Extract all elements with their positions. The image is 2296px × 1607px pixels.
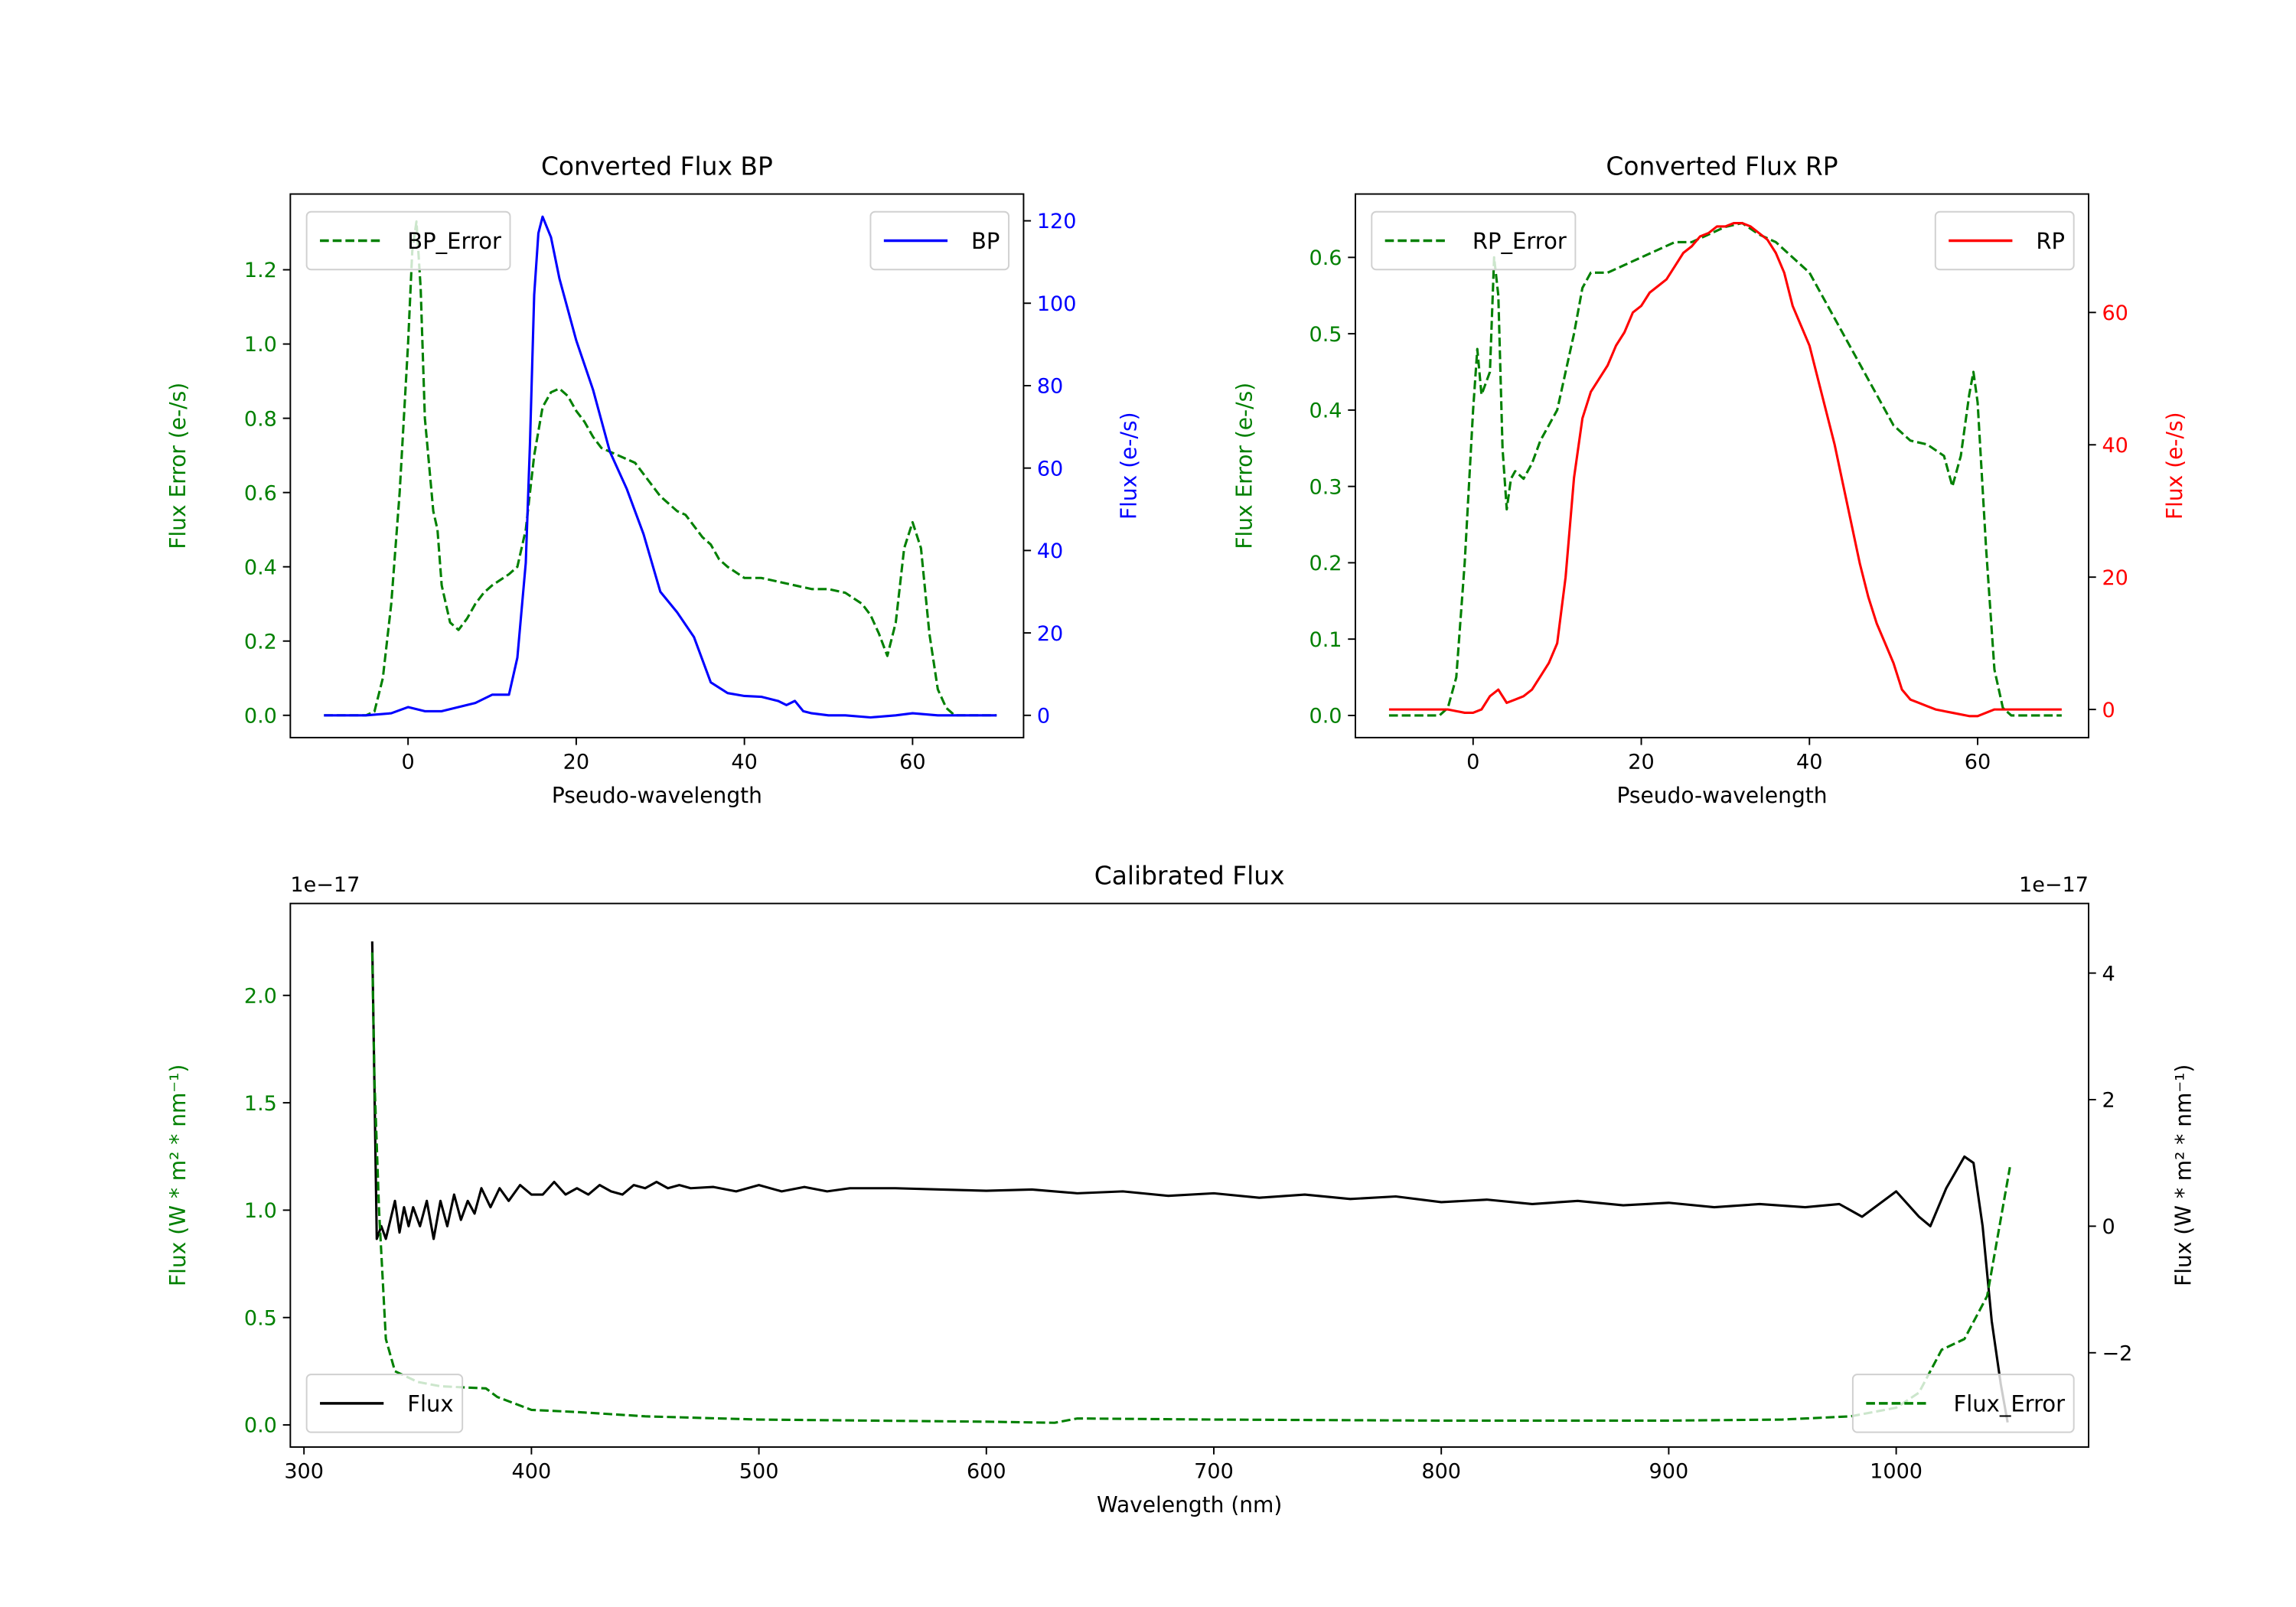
y-left-tick-label: 0.5 <box>1309 323 1342 347</box>
x-axis-label: Pseudo-wavelength <box>552 783 762 808</box>
y-right-tick-label: −2 <box>2102 1341 2132 1365</box>
y-right-tick-label: 0 <box>2102 1215 2115 1239</box>
y-left-tick-label: 0.2 <box>244 630 277 654</box>
y-right-tick-label: 40 <box>2102 434 2128 458</box>
y-left-tick-label: 0.0 <box>244 704 277 728</box>
series-line-bp <box>324 215 997 719</box>
x-tick-label: 900 <box>1649 1460 1689 1484</box>
x-tick-label: 800 <box>1421 1460 1461 1484</box>
y-right-axis-label: Flux (e-/s) <box>2162 412 2187 520</box>
y-left-tick-label: 0.0 <box>244 1414 277 1438</box>
y-right-tick-label: 100 <box>1037 292 1077 316</box>
chart-title: Converted Flux BP <box>541 151 773 181</box>
y-left-tick-label: 0.2 <box>1309 552 1342 575</box>
legend-bp: BP <box>869 210 1010 271</box>
chart-title: Calibrated Flux <box>1094 860 1285 890</box>
x-tick-label: 40 <box>1796 751 1822 774</box>
legend-flux-error: Flux_Error <box>1851 1374 2075 1433</box>
y-right-tick-label: 60 <box>1037 457 1063 481</box>
y-left-tick-label: 0.5 <box>244 1306 277 1330</box>
legend-label: Flux_Error <box>1954 1391 2066 1417</box>
y-left-tick-label: 0.8 <box>244 407 277 431</box>
y-left-tick-label: 0.0 <box>1309 705 1342 729</box>
legend-label: RP <box>2036 228 2065 254</box>
y-right-tick-label: 0 <box>1037 704 1050 728</box>
y-left-offset-label: 1e−17 <box>290 873 360 897</box>
x-tick-label: 300 <box>284 1460 324 1484</box>
y-right-tick-label: 80 <box>1037 375 1063 399</box>
y-left-tick-label: 1.2 <box>244 259 277 282</box>
y-left-tick-label: 0.1 <box>1309 628 1342 652</box>
y-left-tick-label: 1.0 <box>244 1199 277 1223</box>
legend-label: BP_Error <box>407 228 501 254</box>
legend-box <box>305 210 511 271</box>
axes-frame <box>1355 193 2089 738</box>
y-right-offset-label: 1e−17 <box>2019 873 2089 897</box>
legend-rp-error: RP_Error <box>1371 210 1577 271</box>
y-left-tick-label: 2.0 <box>244 984 277 1008</box>
x-tick-label: 1000 <box>1870 1460 1923 1484</box>
legend-rp: RP <box>1934 210 2075 271</box>
y-left-tick-label: 0.6 <box>1309 246 1342 270</box>
y-left-tick-label: 0.4 <box>244 556 277 579</box>
legend-bp-error: BP_Error <box>305 210 511 271</box>
y-right-axis-label: Flux (e-/s) <box>1117 412 1142 520</box>
x-tick-label: 40 <box>731 751 757 774</box>
legend-box <box>1851 1374 2075 1433</box>
axes-frame <box>289 902 2089 1448</box>
y-right-tick-label: 120 <box>1037 210 1077 233</box>
legend-box <box>1371 210 1577 271</box>
y-right-tick-label: 0 <box>2102 699 2115 722</box>
legend-flux: Flux <box>305 1374 464 1433</box>
y-left-tick-label: 0.6 <box>244 481 277 505</box>
y-right-axis-label: Flux (W * m² * nm⁻¹) <box>2171 1064 2197 1286</box>
series-line-rp <box>1388 222 2062 718</box>
y-right-tick-label: 40 <box>1037 539 1063 563</box>
x-tick-label: 700 <box>1194 1460 1234 1484</box>
x-tick-label: 20 <box>563 751 589 774</box>
y-left-tick-label: 1.5 <box>244 1092 277 1116</box>
y-left-axis-label: Flux (W * m² * nm⁻¹) <box>165 1064 191 1286</box>
y-right-tick-label: 2 <box>2102 1089 2115 1113</box>
x-tick-label: 0 <box>402 751 415 774</box>
y-left-tick-label: 0.3 <box>1309 475 1342 499</box>
y-left-axis-label: Flux Error (e-/s) <box>165 383 191 549</box>
x-tick-label: 0 <box>1466 751 1479 774</box>
y-right-tick-label: 4 <box>2102 962 2115 986</box>
x-tick-label: 60 <box>1965 751 1991 774</box>
y-right-tick-label: 20 <box>1037 622 1063 646</box>
x-tick-label: 60 <box>899 751 925 774</box>
legend-label: Flux <box>407 1391 453 1417</box>
series-line-rp-error <box>1388 221 2062 717</box>
legend-label: RP_Error <box>1473 228 1567 254</box>
chart-0: 0 20 40 60 0.0 0.2 0.4 0.6 0.8 1.0 1.2 0 20 40 60 80 100… <box>165 151 1142 808</box>
chart-1: 0 20 40 60 0.0 0.1 0.2 0.3 0.4 0.5 0.6 0 20 40 60 Conve… <box>1231 151 2187 808</box>
chart-title: Converted Flux RP <box>1606 151 1838 181</box>
y-left-tick-label: 1.0 <box>244 333 277 357</box>
chart-2: 300 400 500 600 700 800 900 1000 0.0 0.5 1.0 1.5 2.0… <box>165 860 2197 1517</box>
series-line-bp-error <box>324 220 997 717</box>
y-right-tick-label: 20 <box>2102 566 2128 590</box>
series-line-flux-error <box>370 952 2011 1424</box>
y-left-tick-label: 0.4 <box>1309 399 1342 423</box>
y-left-axis-label: Flux Error (e-/s) <box>1231 383 1257 549</box>
x-tick-label: 400 <box>512 1460 552 1484</box>
legend-box <box>305 1374 464 1433</box>
x-axis-label: Pseudo-wavelength <box>1616 783 1827 808</box>
y-right-tick-label: 60 <box>2102 302 2128 325</box>
x-tick-label: 20 <box>1628 751 1654 774</box>
x-tick-label: 500 <box>739 1460 779 1484</box>
legend-label: BP <box>971 228 1000 254</box>
series-line-flux <box>370 941 2009 1423</box>
plots: 0 20 40 600.00.20.40.60.81.01.2020406080100… <box>165 151 2197 1517</box>
x-tick-label: 600 <box>967 1460 1006 1484</box>
axes-frame <box>289 193 1025 738</box>
x-axis-label: Wavelength (nm) <box>1097 1492 1282 1517</box>
